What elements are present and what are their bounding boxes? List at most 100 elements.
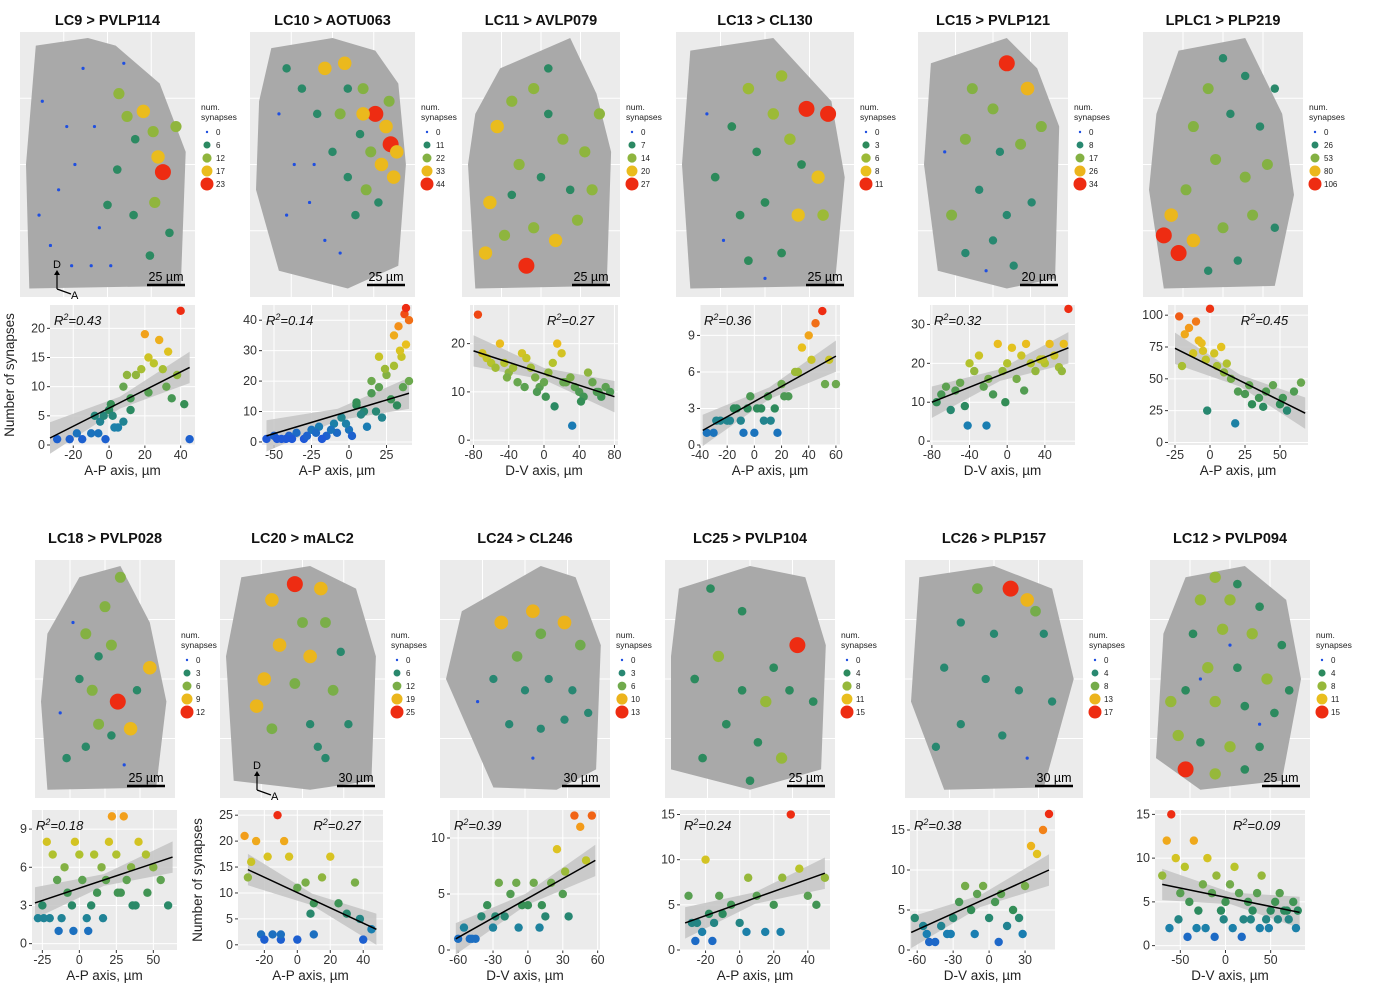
regression-line (1162, 883, 1300, 914)
map-neuron-point (351, 210, 360, 220)
legend-title: num. (1089, 630, 1108, 640)
legend-title: synapses (1309, 112, 1345, 122)
legend-title: synapses (841, 640, 877, 650)
r-squared-exponent: 2 (1249, 312, 1255, 322)
map-neuron-point (73, 162, 77, 167)
panel: LC18 > PVLP028 25 µm num.synapses 0 3 6 9 12 -25… (20, 531, 217, 983)
data-point (512, 878, 521, 887)
data-point (263, 852, 272, 861)
data-point (141, 850, 151, 859)
data-point (804, 331, 813, 340)
map-neuron-point (565, 185, 575, 195)
map-neuron-point (1202, 662, 1214, 674)
map-neuron-point (154, 164, 171, 181)
r-squared-exponent: 2 (692, 817, 698, 827)
y-tick-label: 20 (31, 321, 45, 335)
y-tick-label: 30 (911, 317, 925, 331)
map-neuron-point (356, 107, 370, 121)
data-point (352, 398, 361, 407)
legend-key (842, 681, 852, 691)
data-point (70, 837, 80, 847)
data-point (936, 921, 946, 931)
data-point (583, 368, 593, 377)
legend-title: synapses (181, 640, 217, 650)
legend-label: 0 (875, 128, 880, 137)
map-neuron-point (494, 615, 509, 630)
data-point (162, 382, 171, 391)
map-neuron-point (981, 674, 990, 684)
map-neuron-point (334, 108, 346, 120)
x-tick-label: 0 (76, 953, 83, 967)
map-neuron-point (528, 222, 540, 234)
data-point (1219, 915, 1228, 924)
data-point (743, 873, 753, 882)
map-neuron-point (1170, 245, 1187, 262)
map-neuron-point (1020, 81, 1035, 96)
data-point (1007, 343, 1017, 352)
y-tick-label: 6 (688, 365, 695, 379)
legend-key (1090, 681, 1100, 691)
data-point (293, 935, 302, 944)
data-point (75, 850, 84, 859)
orientation-arrowhead (254, 771, 260, 776)
data-point (1252, 888, 1262, 898)
data-point (1044, 809, 1054, 819)
legend-label: 17 (216, 167, 225, 176)
data-point (1198, 346, 1208, 356)
legend-key (1074, 165, 1086, 177)
data-point (948, 913, 958, 923)
x-tick-label: 40 (802, 448, 816, 462)
data-point (251, 836, 261, 846)
data-point (467, 934, 477, 943)
data-point (131, 370, 141, 380)
map-neuron-point (149, 196, 161, 209)
map-neuron-point (989, 629, 999, 638)
legend-label: 0 (406, 656, 411, 665)
map-neuron-point (48, 243, 53, 248)
map-neuron-point (379, 119, 393, 134)
map-neuron-point (123, 721, 138, 736)
map-neuron-point (1047, 697, 1057, 706)
legend-label: 6 (196, 682, 201, 691)
data-point (176, 306, 185, 316)
r-squared-symbol: R (454, 818, 463, 833)
map-neuron-point (536, 724, 545, 733)
legend-label: 0 (1331, 656, 1336, 665)
map-neuron-point (1039, 629, 1048, 638)
data-point (1167, 810, 1176, 819)
data-point (163, 901, 173, 910)
legend-label: 27 (641, 180, 650, 189)
data-point (98, 913, 108, 923)
map-neuron-point (327, 684, 339, 696)
data-point (922, 929, 931, 939)
legend-title: num. (1074, 102, 1093, 112)
panel-title: LC26 > PLP157 (942, 531, 1046, 547)
r-squared-symbol: R (704, 313, 713, 328)
map-neuron-point (374, 198, 383, 207)
x-tick-label: 0 (106, 448, 113, 462)
map-neuron-point (557, 615, 572, 630)
data-point (1239, 915, 1248, 924)
map-neuron-point (286, 576, 303, 593)
data-point (701, 855, 710, 864)
y-tick-label: 10 (219, 886, 233, 900)
map-neuron-point (1255, 742, 1264, 752)
scale-bar-label: 30 µm (564, 771, 599, 785)
r-squared-prefix: = (328, 818, 336, 833)
panel-title: LPLC1 > PLP219 (1166, 13, 1281, 29)
r-squared-symbol: R (934, 313, 943, 328)
legend-title: synapses (860, 112, 896, 122)
data-point (1177, 361, 1187, 371)
x-tick-label: 25 (109, 953, 123, 967)
map-neuron-point (956, 720, 965, 729)
data-point (972, 889, 982, 899)
y-tick-label: 10 (243, 405, 257, 419)
data-point (1045, 339, 1054, 349)
data-point (1183, 932, 1192, 942)
data-point (960, 401, 970, 411)
data-point (941, 382, 951, 391)
y-tick-label: 10 (1136, 851, 1150, 865)
panel-title: LC12 > PVLP094 (1173, 531, 1287, 547)
y-tick-label: 100 (1142, 308, 1163, 322)
